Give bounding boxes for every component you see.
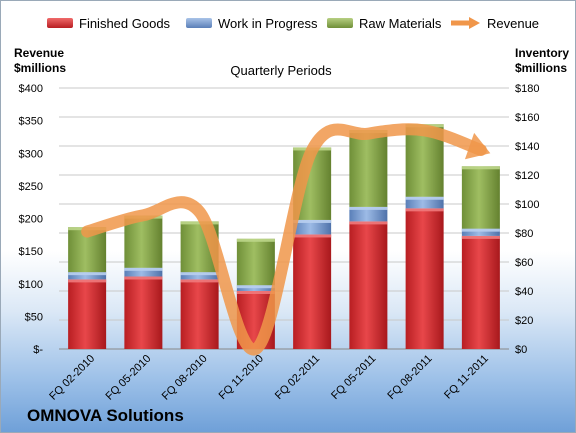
bar-finished-goods-top <box>236 291 275 294</box>
left-tick-label: $350 <box>19 116 43 128</box>
right-tick-label: $120 <box>515 170 539 182</box>
bar-work-in-progress-top <box>405 196 444 200</box>
bar-work-in-progress <box>124 267 163 277</box>
right-axis-title: Inventory $millions <box>515 46 569 76</box>
bar-finished-goods <box>180 279 219 349</box>
legend-swatch-work-in-progress <box>186 18 212 28</box>
legend-item-raw-materials: Raw Materials <box>327 13 441 33</box>
bar-work-in-progress-top <box>236 285 275 289</box>
right-tick-label: $100 <box>515 199 539 211</box>
x-tick-label: FQ 05-2010 <box>104 353 154 403</box>
bar-finished-goods-top <box>405 208 444 212</box>
bar-finished-goods-top <box>124 276 163 280</box>
x-tick-label: FQ 08-2011 <box>385 353 434 402</box>
left-tick-label: $400 <box>19 83 43 95</box>
left-tick-label: $300 <box>19 148 43 160</box>
revenue-line <box>81 123 491 356</box>
bar-raw-materials-top <box>236 238 275 242</box>
right-axis-ticks: $0 $20 $40 $60 $80 $100 $120 $140 $160 $180 <box>515 83 539 356</box>
left-tick-label: $150 <box>19 246 43 258</box>
bar-work-in-progress <box>461 228 500 236</box>
bar-finished-goods <box>124 276 163 349</box>
x-tick-label: FQ 11-2010 <box>217 353 266 402</box>
bar-finished-goods <box>293 234 332 349</box>
bar-work-in-progress <box>349 206 388 222</box>
bar-finished-goods-top <box>349 221 388 225</box>
x-tick-label: FQ 05-2011 <box>329 353 378 402</box>
legend-label-raw-materials: Raw Materials <box>359 15 442 31</box>
bar-finished-goods-top <box>68 279 107 283</box>
legend-swatch-raw-materials <box>327 18 353 28</box>
right-tick-label: $20 <box>515 315 533 327</box>
legend-label-finished-goods: Finished Goods <box>79 15 171 31</box>
right-tick-label: $180 <box>515 83 539 95</box>
bar-finished-goods-top <box>461 235 500 239</box>
right-tick-label: $60 <box>515 257 533 269</box>
left-axis-title: Revenue $millions <box>14 46 66 76</box>
legend-item-work-in-progress: Work in Progress <box>186 13 317 33</box>
bar-finished-goods <box>349 221 388 349</box>
left-axis-title-line1: Revenue <box>14 46 65 60</box>
left-tick-label: $100 <box>19 279 43 291</box>
right-tick-label: $40 <box>515 286 533 298</box>
left-axis-title-line2: $millions <box>14 61 67 75</box>
left-tick-label: $50 <box>25 311 43 323</box>
x-axis-ticks: FQ 02-2010 FQ 05-2010 FQ 08-2010 FQ 11-2010… <box>47 353 491 403</box>
left-tick-label: $- <box>33 344 43 356</box>
legend-item-revenue: Revenue <box>449 13 539 33</box>
bar-work-in-progress <box>405 196 444 209</box>
right-tick-label: $140 <box>515 141 539 153</box>
right-tick-label: $160 <box>515 112 539 124</box>
x-tick-label: FQ 08-2010 <box>160 353 210 403</box>
bar-work-in-progress <box>180 272 219 280</box>
bar-finished-goods-top <box>180 279 219 283</box>
bar-raw-materials <box>236 238 275 286</box>
bar-work-in-progress <box>68 272 107 280</box>
plot-title: Quarterly Periods <box>230 63 332 78</box>
left-tick-label: $200 <box>19 214 43 226</box>
bar-raw-materials <box>349 130 388 207</box>
bar-finished-goods <box>461 235 500 349</box>
revenue-line-path <box>81 123 487 356</box>
x-tick-label: FQ 02-2010 <box>47 353 97 403</box>
bar-work-in-progress-top <box>349 206 388 210</box>
revenue-arrowhead-icon <box>464 132 491 160</box>
bar-finished-goods-top <box>293 234 332 238</box>
legend-arrow-icon <box>451 17 480 29</box>
right-tick-label: $0 <box>515 344 527 356</box>
company-name: OMNOVA Solutions <box>27 406 184 425</box>
bar-finished-goods <box>405 208 444 349</box>
legend: Finished Goods Work in Progress Raw Mate… <box>1 13 575 33</box>
right-tick-label: $80 <box>515 228 533 240</box>
bar-work-in-progress <box>293 219 332 235</box>
right-axis-title-line1: Inventory <box>515 46 570 60</box>
bar-finished-goods <box>68 279 107 349</box>
x-tick-label: FQ 11-2011 <box>442 353 491 402</box>
bar-work-in-progress-top <box>293 219 332 223</box>
bar-work-in-progress-top <box>180 272 219 276</box>
legend-label-work-in-progress: Work in Progress <box>218 15 318 31</box>
right-axis-title-line2: $millions <box>515 61 568 75</box>
bar-raw-materials-top <box>461 166 500 170</box>
left-tick-label: $250 <box>19 181 43 193</box>
legend-swatch-finished-goods <box>47 18 73 28</box>
bar-work-in-progress-top <box>461 228 500 232</box>
legend-item-finished-goods: Finished Goods <box>47 13 170 33</box>
bars <box>68 124 500 349</box>
bar-work-in-progress-top <box>124 267 163 271</box>
legend-label-revenue: Revenue <box>487 15 540 31</box>
bar-raw-materials <box>461 166 500 229</box>
bar-work-in-progress-top <box>68 272 107 276</box>
x-tick-label: FQ 02-2011 <box>273 353 322 402</box>
left-axis-ticks: $- $50 $100 $150 $200 $250 $300 $350 $400 <box>19 83 44 356</box>
